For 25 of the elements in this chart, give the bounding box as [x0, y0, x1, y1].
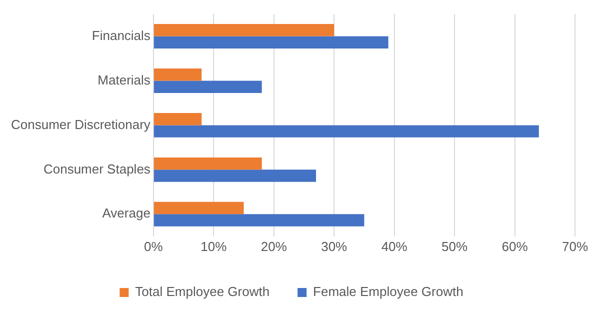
x-tick-label: 20%: [260, 238, 288, 254]
bar: [154, 24, 334, 36]
bar: [154, 80, 262, 93]
bar: [154, 170, 316, 182]
x-tick-label: 60%: [502, 238, 528, 254]
bar: [154, 68, 202, 81]
x-tick-label: 0%: [144, 238, 164, 254]
x-tick-label: 40%: [381, 238, 408, 254]
bar: [154, 125, 539, 138]
legend-label: Total Employee Growth: [135, 284, 270, 300]
y-tick-label: Financials: [92, 28, 151, 43]
bar: [154, 112, 202, 126]
y-tick-label: Materials: [98, 72, 151, 88]
bar: [154, 36, 388, 48]
y-tick-label: Consumer Staples: [43, 161, 151, 176]
x-tick-label: 30%: [321, 238, 348, 254]
bar: [154, 202, 244, 214]
bar: [154, 214, 364, 226]
bar: [154, 157, 262, 170]
y-tick-label: Average: [102, 206, 150, 221]
x-tick-label: 10%: [200, 238, 228, 254]
x-tick-label: 70%: [562, 238, 588, 254]
legend-label: Female Employee Growth: [313, 284, 464, 300]
y-tick-label: Consumer Discretionary: [10, 116, 151, 132]
x-tick-label: 50%: [442, 238, 468, 254]
